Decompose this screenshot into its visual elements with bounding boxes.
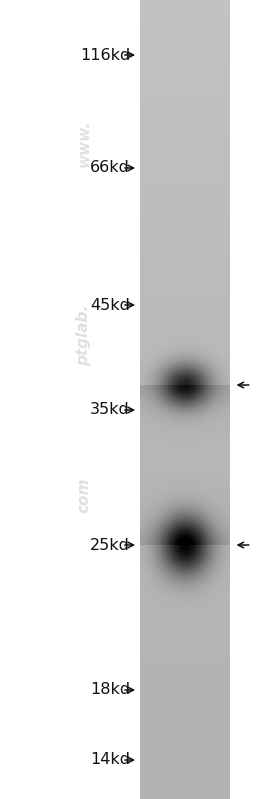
Text: 35kd: 35kd bbox=[90, 403, 130, 418]
Text: 14kd: 14kd bbox=[90, 753, 130, 768]
Text: 25kd: 25kd bbox=[90, 538, 130, 552]
Text: 66kd: 66kd bbox=[90, 161, 130, 176]
Text: 45kd: 45kd bbox=[90, 297, 130, 312]
Text: www.: www. bbox=[76, 121, 92, 167]
Text: 116kd: 116kd bbox=[80, 47, 130, 62]
Text: 18kd: 18kd bbox=[90, 682, 130, 698]
Text: ptglab.: ptglab. bbox=[76, 305, 92, 366]
Text: com: com bbox=[76, 478, 92, 513]
